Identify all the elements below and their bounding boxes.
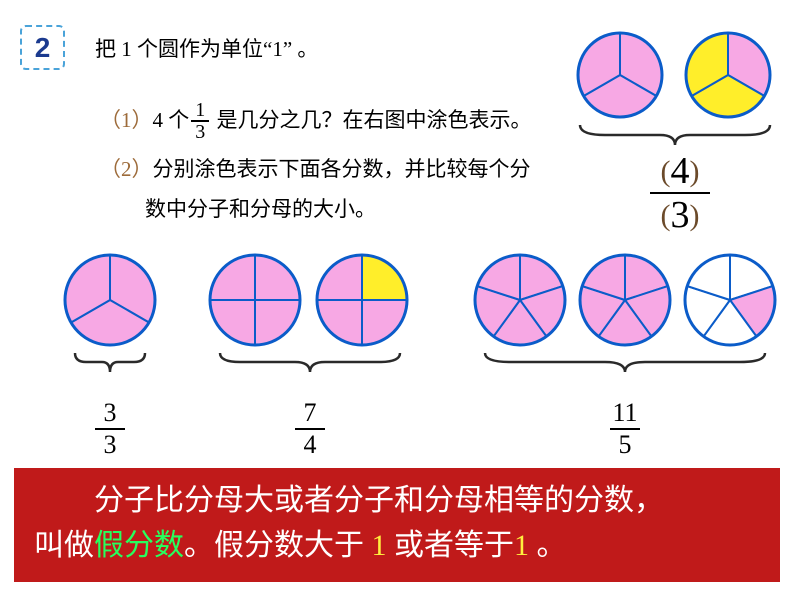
mid-circle-1 xyxy=(62,252,158,348)
highlight-term: 假分数 xyxy=(94,529,184,562)
paren-right-icon: ) xyxy=(690,155,700,188)
problem-number-box: 2 xyxy=(20,25,65,70)
q1-fraction: 13 xyxy=(191,100,209,144)
top-circle-1 xyxy=(575,30,665,120)
mid-circle-2a xyxy=(207,252,303,348)
brace-mid-3 xyxy=(480,350,770,378)
def-mid2: 或者等于 xyxy=(387,529,515,562)
big-fraction-4-3: (4) (3) xyxy=(650,152,710,234)
bf2-den: 4 xyxy=(295,432,325,458)
def-mid: 。假分数大于 xyxy=(184,529,372,562)
problem-number: 2 xyxy=(35,32,51,64)
mid-circle-3b xyxy=(577,252,673,348)
big-frac-num: 4 xyxy=(671,150,690,192)
bottom-fraction-1: 3 3 xyxy=(95,400,125,458)
question-1: （1）4 个13 是几分之几？在右图中涂色表示。 xyxy=(100,100,532,144)
top-circle-2 xyxy=(683,30,773,120)
bottom-fraction-3: 11 5 xyxy=(610,400,640,458)
bottom-fraction-2: 7 4 xyxy=(295,400,325,458)
title-text: 把 1 个圆作为单位“1” 。 xyxy=(95,35,318,64)
bf1-num: 3 xyxy=(95,400,125,426)
brace-mid-1 xyxy=(72,350,148,378)
q1-before: 4 个 xyxy=(153,108,190,132)
def-prefix: 叫做 xyxy=(34,529,94,562)
big-frac-den: 3 xyxy=(671,194,690,236)
bf3-num: 11 xyxy=(610,400,640,426)
question-2-line2: 数中分子和分母的大小。 xyxy=(145,195,376,224)
paren-left-icon: ( xyxy=(661,199,671,232)
definition-box: 分子比分母大或者分子和分母相等的分数， 叫做假分数。假分数大于 1 或者等于1 … xyxy=(10,464,784,586)
def-suffix: 。 xyxy=(529,529,567,562)
q1-fraction-den: 3 xyxy=(191,122,209,144)
q1-after: 是几分之几？在右图中涂色表示。 xyxy=(211,108,531,132)
one-1: 1 xyxy=(372,529,387,562)
paren-right-icon: ) xyxy=(690,199,700,232)
def-text-a: 分子比分母大或者分子和分母相等的分数， xyxy=(94,484,664,517)
q2-text1: 分别涂色表示下面各分数，并比较每个分 xyxy=(153,157,531,181)
question-2-line1: （2）分别涂色表示下面各分数，并比较每个分 xyxy=(100,155,531,184)
q2-paren: （2） xyxy=(100,157,153,181)
definition-line-2: 叫做假分数。假分数大于 1 或者等于1 。 xyxy=(34,523,760,568)
bf2-num: 7 xyxy=(295,400,325,426)
definition-line-1: 分子比分母大或者分子和分母相等的分数， xyxy=(34,478,760,523)
big-frac-den-wrap: (3) xyxy=(650,196,710,234)
bf3-den: 5 xyxy=(610,432,640,458)
brace-mid-2 xyxy=(215,350,405,378)
big-frac-num-wrap: (4) xyxy=(650,152,710,190)
mid-circle-3c xyxy=(682,252,778,348)
one-2: 1 xyxy=(514,529,529,562)
mid-circle-2b xyxy=(314,252,410,348)
indent xyxy=(34,484,94,517)
brace-top xyxy=(575,120,775,150)
paren-left-icon: ( xyxy=(661,155,671,188)
q1-fraction-num: 1 xyxy=(191,100,209,122)
mid-circle-3a xyxy=(472,252,568,348)
q1-paren: （1） xyxy=(100,108,153,132)
bf1-den: 3 xyxy=(95,432,125,458)
